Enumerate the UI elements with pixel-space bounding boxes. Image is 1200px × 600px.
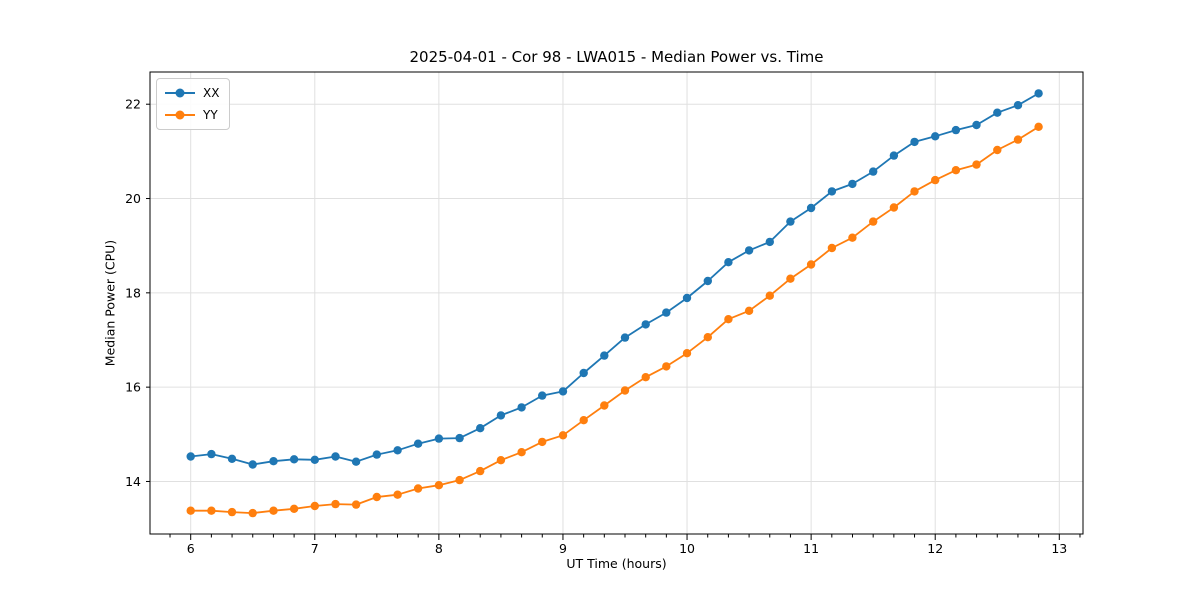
series-xx-line	[190, 92, 1040, 466]
svg-text:9: 9	[559, 541, 567, 556]
legend: XX YY	[156, 78, 231, 130]
svg-text:13: 13	[1051, 541, 1067, 556]
x-axis-label: UT Time (hours)	[566, 556, 667, 571]
svg-text:8: 8	[435, 541, 443, 556]
gridlines	[150, 72, 1083, 534]
chart-title: 2025-04-01 - Cor 98 - LWA015 - Median Po…	[409, 48, 824, 66]
svg-text:20: 20	[125, 191, 141, 206]
svg-text:14: 14	[125, 474, 141, 489]
svg-text:11: 11	[803, 541, 819, 556]
y-tick-labels: 14 16 18 20 22	[125, 97, 141, 489]
svg-text:7: 7	[311, 541, 319, 556]
svg-text:22: 22	[125, 97, 141, 112]
legend-label: YY	[203, 108, 218, 122]
x-tick-labels: 6 7 8 9 10 11 12 13	[187, 541, 1068, 556]
plot-border	[149, 71, 1084, 535]
legend-line-marker-icon	[165, 88, 195, 98]
svg-text:18: 18	[125, 285, 141, 300]
legend-item-yy: YY	[165, 106, 219, 124]
axis-ticks	[146, 103, 1081, 540]
series-xx-markers	[186, 89, 1043, 469]
svg-text:10: 10	[679, 541, 695, 556]
svg-text:6: 6	[187, 541, 195, 556]
legend-label: XX	[203, 86, 220, 100]
legend-line-marker-icon	[165, 110, 195, 120]
svg-text:12: 12	[927, 541, 943, 556]
svg-text:16: 16	[125, 380, 141, 395]
series-yy-markers	[186, 122, 1043, 518]
legend-item-xx: XX	[165, 84, 219, 102]
series-yy-line	[190, 126, 1040, 514]
y-axis-label: Median Power (CPU)	[102, 239, 118, 367]
